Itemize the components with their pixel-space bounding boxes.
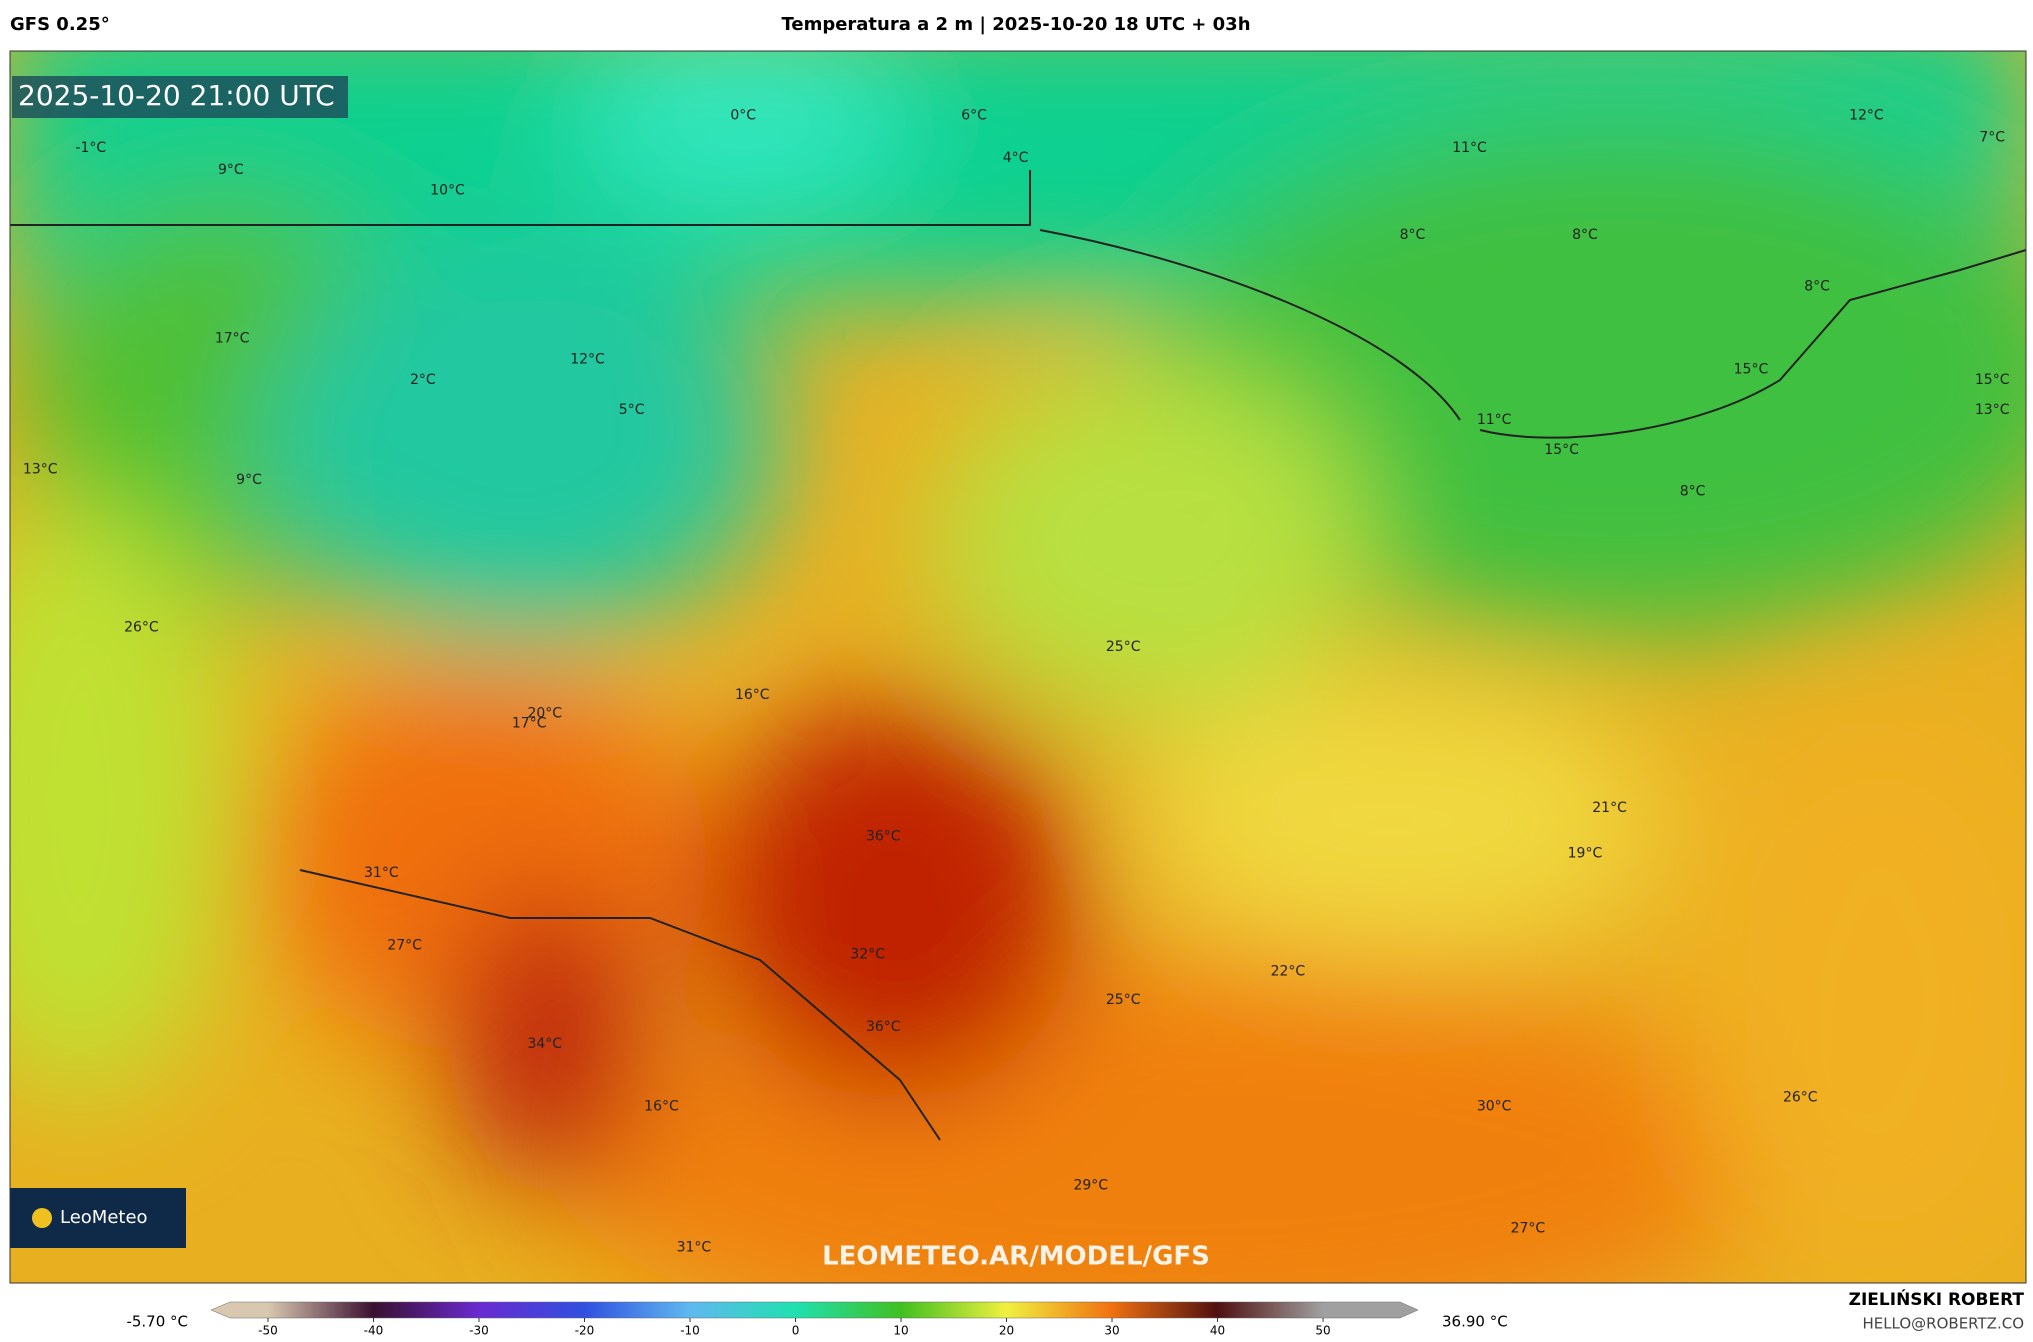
temperature-label: 20°C [527, 705, 562, 721]
temperature-label: 36°C [866, 1019, 901, 1035]
temperature-label: 19°C [1568, 845, 1603, 861]
colorbar-min: -5.70 °C [126, 1313, 188, 1331]
temperature-label: 15°C [1975, 372, 2010, 388]
timestamp-box [12, 76, 348, 118]
temperature-label: 26°C [1783, 1089, 1818, 1105]
field [1140, 680, 1660, 960]
temperature-label: 15°C [1544, 442, 1579, 458]
map-labels: -1°C 9°C 10°C 0°C 6°C 4°C 11°C 12°C 7°C 8°C 8°C 8°C… [23, 107, 2010, 1255]
colorbar-tick-label: -50 [258, 1324, 278, 1338]
temperature-label: 25°C [1106, 992, 1141, 1008]
temperature-label: 4°C [1003, 150, 1029, 166]
colorbar-tick-label: 10 [893, 1324, 908, 1338]
temperature-label: 36°C [866, 829, 901, 845]
colorbar-tick-label: -10 [680, 1324, 700, 1338]
temperature-label: 31°C [677, 1240, 712, 1256]
temperature-label: 13°C [23, 462, 58, 478]
temperature-label: 5°C [619, 402, 645, 418]
map-frame [9, 50, 2027, 1284]
colorbar-bar [210, 1301, 1419, 1319]
temperature-label: 9°C [218, 162, 244, 178]
temperature-label: 7°C [1979, 129, 2005, 145]
temperature-label: 16°C [644, 1098, 679, 1114]
timestamp: 2025-10-20 21:00 UTC [18, 79, 335, 112]
colorbar-tick-label: 30 [1104, 1324, 1119, 1338]
temperature-label: 29°C [1073, 1177, 1108, 1193]
temperature-label: 27°C [1511, 1220, 1546, 1236]
border-line [299, 869, 941, 1141]
temperature-label: 34°C [527, 1036, 562, 1052]
temperature-label: 8°C [1400, 227, 1426, 243]
colorbar-tick-label: 20 [999, 1324, 1014, 1338]
field [10, 500, 240, 1100]
temperature-label: 8°C [1804, 279, 1830, 295]
temperature-label: 8°C [1572, 227, 1598, 243]
temperature-label: 21°C [1592, 800, 1627, 816]
border-line [10, 170, 2026, 439]
temperature-label: 12°C [570, 351, 605, 367]
temperature-label: 12°C [1849, 107, 1884, 123]
temperature-label: 11°C [1477, 412, 1512, 428]
colorbar: -50 -40 -30 -20 -10 0 10 20 30 40 50 [210, 1301, 1419, 1338]
author: ZIELIŃSKI ROBERT [1849, 1288, 2025, 1310]
field [1680, 700, 2026, 1283]
temperature-label: 22°C [1271, 963, 1306, 979]
colorbar-tick-label: 0 [792, 1324, 800, 1338]
logo-sun [32, 1208, 52, 1228]
colorbar-tick-label: 50 [1315, 1324, 1330, 1338]
colorbar-tick-label: 40 [1210, 1324, 1225, 1338]
field [450, 890, 650, 1190]
field [930, 360, 1370, 720]
temperature-label: 0°C [730, 107, 756, 123]
temperature-label: 27°C [387, 938, 422, 954]
colorbar-tick-label: -30 [469, 1324, 489, 1338]
email: HELLO@ROBERTZ.CO [1862, 1315, 2024, 1333]
temperature-label: 8°C [1680, 484, 1706, 500]
temperature-label: 31°C [364, 865, 399, 881]
colorbar-tick-label: -20 [575, 1324, 595, 1338]
field [705, 700, 1085, 1100]
temperature-label: 15°C [1734, 362, 1769, 378]
temperature-label: 9°C [236, 472, 262, 488]
temperature-label: 30°C [1477, 1098, 1512, 1114]
field [573, 51, 913, 210]
temperature-label: 17°C [215, 331, 250, 347]
temperature-label: 26°C [124, 620, 159, 636]
temperature-label: 17°C [512, 716, 547, 732]
title: Temperatura a 2 m | 2025-10-20 18 UTC + … [781, 14, 1250, 35]
temperature-label: 32°C [850, 947, 885, 963]
model-label: GFS 0.25° [10, 14, 110, 35]
temperature-label: 10°C [430, 183, 465, 199]
temperature-label: 13°C [1975, 402, 2010, 418]
colorbar-max: 36.90 °C [1442, 1313, 1508, 1331]
temperature-label: 2°C [410, 372, 436, 388]
temperature-label: 25°C [1106, 639, 1141, 655]
temperature-label: -1°C [75, 140, 106, 156]
temperature-label: 16°C [735, 687, 770, 703]
temperature-label: 11°C [1452, 140, 1487, 156]
watermark: LEOMETEO.AR/MODEL/GFS [822, 1242, 1210, 1272]
field [259, 240, 779, 640]
colorbar-tick-label: -40 [364, 1324, 384, 1338]
logo: LeoMeteo [60, 1207, 148, 1228]
temperature-label: 6°C [961, 107, 987, 123]
